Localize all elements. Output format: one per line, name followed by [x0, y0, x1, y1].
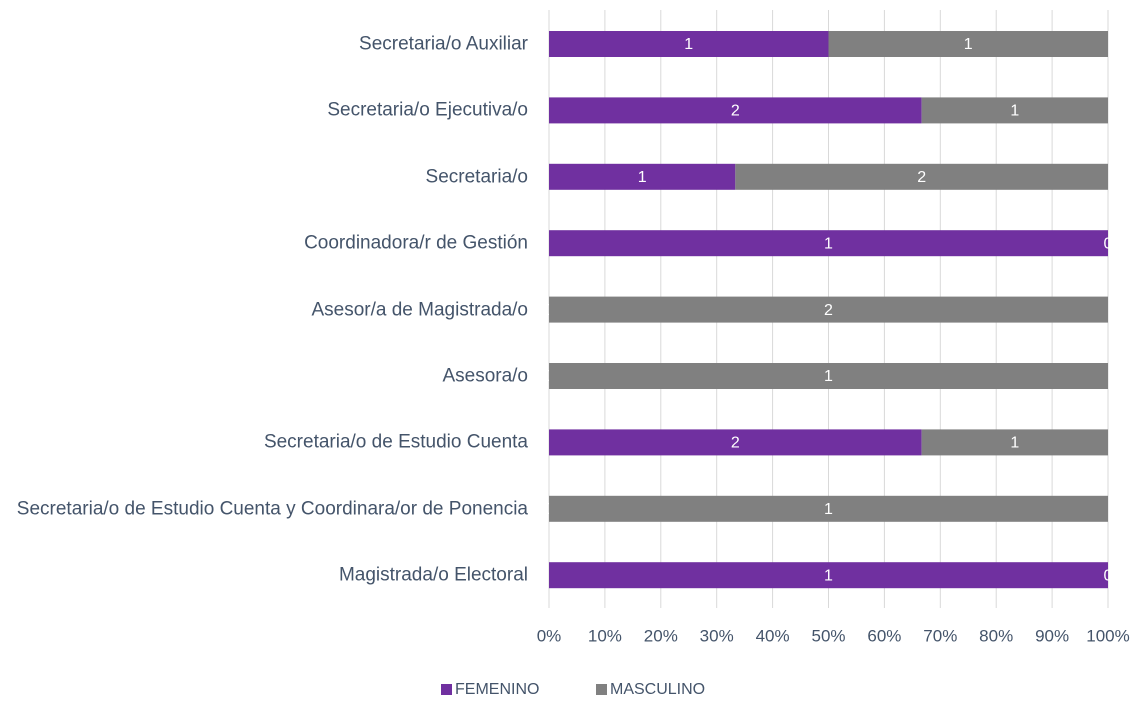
bar [549, 363, 1108, 389]
y-tick-label: Secretaria/o [425, 166, 528, 188]
y-tick-label: Asesora/o [442, 365, 528, 387]
data-label: 0 [1104, 235, 1113, 252]
data-label: 2 [731, 435, 740, 452]
x-tick-label: 100% [1086, 626, 1129, 645]
x-tick-label: 70% [923, 626, 957, 645]
bar [921, 97, 1108, 124]
x-tick-label: 10% [588, 626, 622, 645]
y-tick-label: Asesor/a de Magistrada/o [311, 299, 528, 321]
legend-swatch [441, 684, 452, 695]
x-tick-label: 80% [979, 626, 1013, 645]
data-label: 1 [638, 169, 647, 186]
data-label: 2 [824, 302, 833, 319]
bar [549, 97, 922, 124]
legend-swatch [596, 684, 607, 695]
data-label: 2 [917, 169, 926, 186]
data-label: 1 [824, 368, 833, 385]
x-tick-label: 0% [537, 626, 562, 645]
data-label: 1 [964, 36, 973, 53]
x-tick-label: 20% [644, 626, 678, 645]
data-label: 1 [1010, 435, 1019, 452]
data-label: 0 [1104, 567, 1113, 584]
y-tick-label: Coordinadora/r de Gestión [304, 232, 528, 254]
bar [549, 562, 1108, 589]
bar [549, 296, 1108, 323]
bar [549, 163, 736, 190]
bar [921, 429, 1108, 456]
x-tick-label: 50% [811, 626, 845, 645]
legend-label: MASCULINO [610, 681, 705, 698]
bar [549, 230, 1108, 257]
y-tick-label: Magistrada/o Electoral [338, 564, 528, 586]
y-tick-label: Secretaria/o Ejecutiva/o [327, 99, 528, 121]
legend-label: FEMENINO [455, 681, 539, 698]
x-tick-label: 40% [756, 626, 790, 645]
bar [549, 429, 922, 456]
x-tick-label: 60% [867, 626, 901, 645]
y-tick-label: Secretaria/o de Estudio Cuenta y Coordin… [16, 498, 528, 520]
data-label: 1 [1010, 103, 1019, 120]
data-label: 1 [824, 501, 833, 518]
data-label: 1 [824, 235, 833, 252]
x-tick-label: 90% [1035, 626, 1069, 645]
bar [549, 495, 1108, 522]
bar [828, 31, 1108, 57]
data-label: 1 [684, 36, 693, 53]
bar [735, 163, 1108, 190]
y-tick-label: Secretaria/o Auxiliar [359, 33, 528, 55]
y-tick-label: Secretaria/o de Estudio Cuenta [263, 431, 528, 453]
data-label: 2 [731, 103, 740, 120]
x-tick-label: 30% [700, 626, 734, 645]
data-label: 1 [824, 567, 833, 584]
bar [549, 31, 829, 57]
